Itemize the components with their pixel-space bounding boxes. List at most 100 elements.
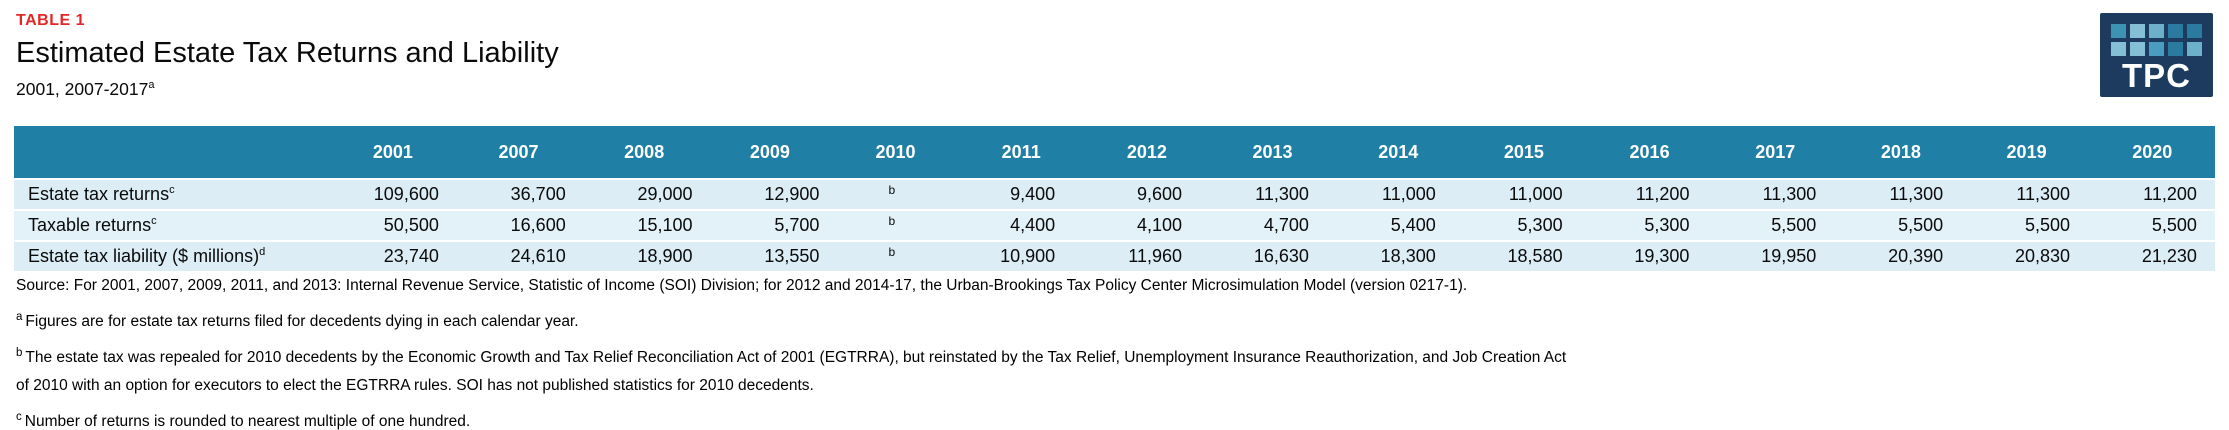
data-cell: 29,000 [637,184,693,204]
data-cell: 5,500 [2151,215,2197,235]
data-cell: 11,200 [1635,184,1690,204]
year-column-header: 2020 [2132,141,2173,162]
note-superscript: b [888,214,896,228]
year-column-header: 2013 [1252,141,1293,162]
year-column-header: 2007 [498,141,539,162]
logo-square [2149,42,2164,56]
notes-section: Source: For 2001, 2007, 2009, 2011, and … [16,272,2209,430]
footnote-a-marker: a [16,311,23,323]
data-cell: 11,000 [1508,184,1563,204]
data-cell: 5,400 [1390,215,1436,235]
table-row-taxable-returns: Taxable returnsc 50,500 16,600 15,100 5,… [14,211,2215,240]
footnote-a: a Figures are for estate tax returns file… [16,303,2209,336]
year-column-header: 2001 [372,141,413,162]
row-label-text: Estate tax returns [28,184,170,204]
header-section: TABLE 1 Estimated Estate Tax Returns and… [16,12,559,100]
subtitle-text: 2001, 2007-2017 [16,79,149,99]
data-cell: 11,000 [1382,184,1436,204]
year-column-header: 2018 [1880,141,1921,162]
data-cell: 5,500 [1771,215,1817,235]
data-cell: 12,900 [764,184,820,204]
data-cell-footnote: b [837,214,946,237]
data-cell: 4,100 [1136,215,1183,235]
page-subtitle: 2001, 2007-2017a [16,79,559,100]
year-column-header: 2011 [1001,141,1041,162]
data-cell: 5,700 [774,215,820,235]
data-cell: 109,600 [373,184,439,204]
data-cell: 11,300 [1889,184,1944,204]
data-cell-footnote: b [837,183,946,206]
data-cell: 18,580 [1507,246,1563,266]
data-cell: 9,600 [1136,184,1183,204]
data-cell: 23,740 [383,246,439,266]
data-cell: 16,600 [510,215,566,235]
logo-square [2111,24,2126,38]
data-cell: 5,500 [1898,215,1944,235]
year-column-header: 2019 [2006,141,2047,162]
subtitle-superscript: a [148,79,155,92]
data-cell: 20,390 [1888,246,1944,266]
data-cell: 36,700 [510,184,566,204]
year-column-header: 2017 [1755,141,1796,162]
data-cell: 5,300 [1644,215,1690,235]
logo-square [2130,42,2145,56]
table-number: TABLE 1 [16,12,85,29]
tpc-logo: TPC [2100,13,2213,97]
year-column-header: 2008 [624,141,665,162]
data-cell: 15,100 [637,215,693,235]
year-column-header: 2015 [1503,141,1544,162]
data-cell: 9,400 [1010,184,1056,204]
footnote-b-text-line1: The estate tax was repealed for 2010 dec… [25,349,1567,367]
data-cell: 4,400 [1010,215,1056,235]
note-superscript: b [888,183,896,197]
data-cell: 19,950 [1761,246,1817,266]
logo-square [2168,42,2183,56]
data-cell: 13,550 [764,246,820,266]
logo-square [2149,24,2164,38]
data-cell: 21,230 [2141,246,2197,266]
data-cell-footnote: b [837,245,946,268]
data-cell: 20,830 [2014,246,2071,266]
data-cell: 5,300 [1517,215,1563,235]
logo-square [2168,24,2183,38]
logo-square [2187,24,2202,38]
year-column-header: 2010 [875,141,916,162]
data-cell: 4,700 [1263,215,1309,235]
logo-squares-grid [2111,24,2202,56]
data-cell: 10,900 [1000,246,1056,266]
logo-wordmark: TPC [2122,57,2191,94]
data-cell: 16,630 [1253,246,1309,266]
logo-square [2130,24,2145,38]
footnote-b-marker: b [16,347,23,360]
data-cell: 24,610 [510,246,566,266]
table-row-estate-tax-liability: Estate tax liability ($ millions)d 23,74… [14,242,2215,271]
footnote-b-text-line2: of 2010 with an option for executors to … [16,377,814,395]
data-cell: 11,300 [2016,184,2071,204]
data-cell: 11,200 [2143,184,2197,204]
row-label-superscript: c [169,184,175,196]
data-cell: 18,900 [637,246,693,266]
table-header-row: 2001 2007 2008 2009 2010 2011 2012 2013 … [14,126,2215,178]
page-title: Estimated Estate Tax Returns and Liabili… [16,37,559,69]
row-label-text: Estate tax liability ($ millions) [28,246,260,266]
data-cell: 11,300 [1255,184,1309,204]
estate-tax-table: 2001 2007 2008 2009 2010 2011 2012 2013 … [14,126,2215,271]
row-label-superscript: c [151,215,157,227]
source-note: Source: For 2001, 2007, 2009, 2011, and … [16,277,1468,294]
footnote-c-marker: c [16,411,22,424]
row-label: Estate tax returnsc [14,184,330,205]
footnote-c: c Number of returns is rounded to nearest… [16,403,2209,430]
data-cell: 11,960 [1128,246,1183,266]
table-row-estate-tax-returns: Estate tax returnsc 109,600 36,700 29,00… [14,180,2215,209]
year-column-header: 2016 [1629,141,1670,162]
data-cell: 5,500 [2024,215,2071,235]
row-label-text: Taxable returns [28,215,152,235]
row-label: Estate tax liability ($ millions)d [14,246,330,267]
data-cell: 18,300 [1380,246,1436,266]
footnote-c-text: Number of returns is rounded to nearest … [24,413,471,430]
logo-square [2111,42,2126,56]
year-column-header: 2014 [1378,141,1419,162]
row-label: Taxable returnsc [14,215,330,236]
data-cell: 50,500 [383,215,439,235]
footnote-a-text: Figures are for estate tax returns filed… [25,313,579,331]
